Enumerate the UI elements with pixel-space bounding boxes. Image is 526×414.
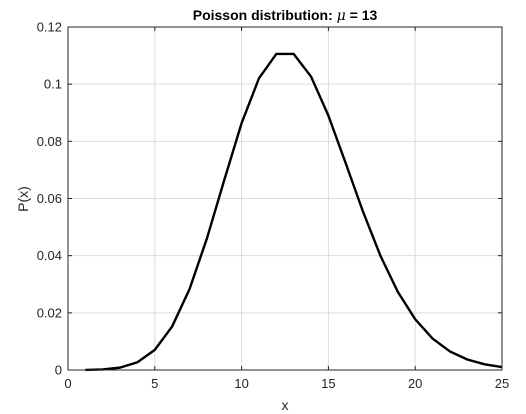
x-tick-label: 0 bbox=[64, 376, 71, 391]
chart-title-symbol: μ bbox=[337, 8, 346, 24]
grid bbox=[67, 26, 503, 371]
y-tick-label: 0.12 bbox=[37, 20, 62, 35]
y-tick-label: 0.08 bbox=[37, 134, 62, 149]
chart-title-prefix: Poisson distribution: bbox=[193, 7, 337, 23]
y-tick-label: 0.06 bbox=[37, 191, 62, 206]
ticks bbox=[67, 26, 503, 371]
y-tick-labels: 0 0.02 0.04 0.06 0.08 0.1 0.12 bbox=[37, 20, 62, 378]
y-tick-label: 0.02 bbox=[37, 305, 62, 320]
x-tick-label: 5 bbox=[151, 376, 158, 391]
x-tick-label: 10 bbox=[234, 376, 248, 391]
chart-title-suffix: = 13 bbox=[346, 7, 378, 23]
x-tick-label: 25 bbox=[495, 376, 509, 391]
y-tick-label: 0.1 bbox=[44, 77, 62, 92]
y-tick-label: 0.04 bbox=[37, 248, 62, 263]
x-axis-label: x bbox=[282, 397, 289, 413]
series-line bbox=[85, 52, 503, 372]
x-tick-label: 15 bbox=[321, 376, 335, 391]
y-axis-label: P(x) bbox=[15, 186, 31, 212]
y-tick-label: 0 bbox=[55, 363, 62, 378]
chart-title: Poisson distribution: μ = 13 bbox=[193, 7, 378, 24]
x-tick-label: 20 bbox=[408, 376, 422, 391]
x-tick-labels: 0 5 10 15 20 25 bbox=[64, 376, 509, 391]
